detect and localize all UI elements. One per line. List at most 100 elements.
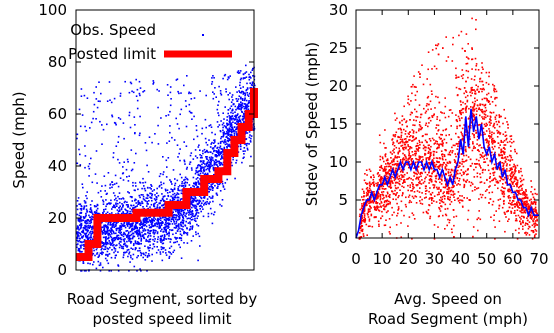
obs-speed-point	[115, 197, 117, 200]
stdev-point	[510, 191, 513, 194]
stdev-point	[456, 120, 459, 123]
stdev-point	[456, 169, 459, 172]
obs-speed-point	[123, 251, 126, 254]
obs-speed-point	[199, 149, 201, 151]
stdev-point	[457, 145, 459, 147]
obs-speed-point	[205, 156, 208, 158]
obs-speed-point	[113, 97, 116, 100]
left-posted-limit-line	[76, 88, 258, 261]
obs-speed-point	[183, 208, 186, 211]
obs-speed-point	[171, 216, 174, 219]
obs-speed-point	[194, 204, 196, 207]
stdev-point	[384, 166, 386, 168]
obs-speed-point	[89, 237, 91, 239]
obs-speed-point	[118, 242, 120, 245]
obs-speed-point	[237, 70, 240, 72]
obs-speed-point	[102, 128, 105, 131]
obs-speed-point	[148, 200, 150, 202]
stdev-point	[397, 208, 400, 210]
obs-speed-point	[104, 208, 107, 210]
stdev-point	[514, 190, 516, 193]
stdev-point	[390, 186, 393, 189]
obs-speed-point	[196, 157, 199, 159]
stdev-point	[433, 200, 435, 202]
stdev-point	[418, 124, 421, 126]
stdev-point	[448, 174, 450, 177]
stdev-point	[497, 130, 500, 133]
obs-speed-point	[119, 227, 121, 229]
stdev-point	[397, 209, 399, 211]
stdev-point	[511, 207, 514, 209]
obs-speed-point	[127, 180, 130, 182]
obs-speed-point	[159, 173, 162, 175]
stdev-point	[526, 209, 529, 211]
obs-speed-point	[107, 222, 110, 224]
obs-speed-point	[90, 233, 92, 235]
obs-speed-point	[81, 219, 83, 221]
stdev-point	[465, 91, 468, 93]
stdev-point	[498, 114, 500, 116]
obs-speed-point	[168, 219, 170, 222]
stdev-point	[368, 218, 371, 220]
obs-speed-point	[168, 140, 171, 142]
stdev-point	[474, 90, 476, 93]
stdev-point	[506, 163, 508, 165]
obs-speed-point	[176, 240, 178, 243]
obs-speed-point	[245, 89, 248, 91]
stdev-point	[405, 205, 407, 208]
stdev-point	[440, 111, 442, 113]
obs-speed-point	[104, 248, 107, 250]
stdev-point	[455, 114, 457, 116]
stdev-point	[407, 98, 410, 101]
obs-speed-point	[136, 205, 138, 207]
stdev-point	[505, 138, 507, 141]
obs-speed-point	[117, 158, 119, 161]
obs-speed-point	[232, 117, 235, 120]
obs-speed-point	[195, 184, 198, 186]
obs-speed-point	[197, 186, 200, 188]
obs-speed-point	[174, 223, 176, 225]
obs-speed-point	[79, 227, 82, 230]
obs-speed-point	[202, 215, 205, 218]
obs-speed-point	[207, 212, 210, 215]
obs-speed-point	[195, 169, 197, 172]
obs-speed-point	[83, 270, 86, 272]
obs-speed-point	[222, 131, 225, 134]
obs-speed-point	[246, 142, 249, 145]
obs-speed-point	[217, 142, 220, 145]
stdev-point	[486, 124, 488, 126]
obs-speed-point	[90, 235, 92, 237]
obs-speed-point	[146, 240, 149, 242]
stdev-point	[488, 100, 491, 103]
stdev-point	[470, 94, 472, 97]
stdev-point	[438, 145, 440, 147]
obs-speed-point	[188, 110, 191, 113]
stdev-point	[412, 154, 414, 156]
stdev-point	[488, 128, 490, 130]
stdev-point	[450, 201, 453, 203]
stdev-point	[368, 168, 371, 171]
stdev-point	[459, 101, 462, 103]
stdev-point	[494, 238, 496, 240]
stdev-point	[414, 163, 416, 165]
stdev-point	[457, 166, 460, 168]
stdev-point	[481, 116, 483, 118]
obs-speed-point	[229, 120, 231, 122]
obs-speed-point	[111, 226, 114, 228]
obs-speed-point	[114, 206, 116, 209]
obs-speed-point	[183, 230, 185, 233]
obs-speed-point	[160, 238, 163, 241]
obs-speed-point	[114, 174, 117, 177]
obs-speed-point	[117, 270, 120, 272]
obs-speed-point	[130, 149, 133, 151]
stdev-point	[505, 137, 508, 140]
stdev-point	[439, 119, 441, 122]
obs-speed-point	[117, 227, 120, 229]
obs-speed-point	[163, 203, 165, 206]
stdev-point	[408, 201, 411, 204]
obs-speed-point	[103, 232, 105, 234]
obs-speed-point	[153, 217, 155, 219]
obs-speed-point	[237, 151, 240, 153]
obs-speed-point	[211, 81, 214, 83]
stdev-point	[495, 114, 498, 117]
